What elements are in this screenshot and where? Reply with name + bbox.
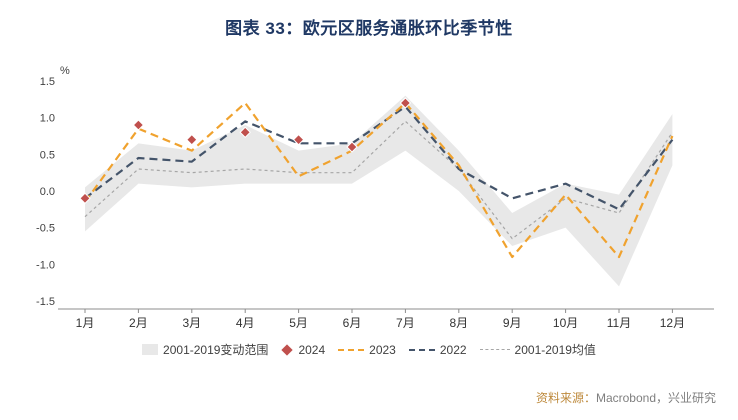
svg-text:%: % xyxy=(60,65,70,77)
chart-legend: 2001-2019变动范围 2024 2023 2022 2001-2019均值 xyxy=(0,341,738,358)
svg-text:2月: 2月 xyxy=(129,316,148,330)
seasonality-line-chart: 1.5 1.0 0.5 0.0 -0.5 -1.0 -1.5% 1月 2月 3月 4月 5月 6月 7月 8… xyxy=(36,65,714,330)
legend-band-label: 2001-2019变动范围 xyxy=(163,343,269,357)
svg-text:11月: 11月 xyxy=(607,316,631,330)
svg-text:10月: 10月 xyxy=(553,316,578,330)
svg-text:1.0: 1.0 xyxy=(40,113,55,125)
legend-2024-label: 2024 xyxy=(298,342,326,357)
svg-text:9月: 9月 xyxy=(503,316,522,330)
source-label: 资料来源： xyxy=(535,391,596,405)
legend-item-2023: 2023 xyxy=(338,343,396,357)
legend-2023-label: 2023 xyxy=(369,342,396,357)
legend-item-mean: 2001-2019均值 xyxy=(479,341,596,358)
svg-text:8月: 8月 xyxy=(449,316,468,330)
legend-item-2022: 2022 xyxy=(408,342,467,357)
page-title: 图表 33：欧元区服务通胀环比季节性 xyxy=(225,19,513,38)
svg-text:-0.5: -0.5 xyxy=(36,223,55,235)
legend-item-band: 2001-2019变动范围 xyxy=(142,341,268,358)
diamond-marker-icon xyxy=(281,343,294,356)
source-text: Macrobond，兴业研究 xyxy=(595,391,716,405)
dashed-line-2023-icon xyxy=(338,348,365,351)
dashed-line-2022-icon xyxy=(408,348,435,351)
svg-text:3月: 3月 xyxy=(182,316,201,330)
legend-2022-label: 2022 xyxy=(439,342,467,357)
svg-text:-1.5: -1.5 xyxy=(36,296,55,308)
svg-text:6月: 6月 xyxy=(343,316,362,330)
svg-text:5月: 5月 xyxy=(289,316,308,330)
svg-text:12月: 12月 xyxy=(660,316,685,330)
svg-text:7月: 7月 xyxy=(396,316,415,330)
svg-text:0.5: 0.5 xyxy=(40,149,55,161)
svg-text:-1.0: -1.0 xyxy=(36,259,55,271)
svg-text:1.5: 1.5 xyxy=(40,76,55,88)
dotted-line-mean-icon xyxy=(479,349,510,350)
svg-text:4月: 4月 xyxy=(236,316,255,330)
source-note: 资料来源：Macrobond，兴业研究 xyxy=(536,389,716,406)
legend-mean-label: 2001-2019均值 xyxy=(514,343,596,357)
svg-text:0.0: 0.0 xyxy=(40,186,55,198)
legend-item-2024: 2024 xyxy=(281,343,325,357)
svg-text:1月: 1月 xyxy=(76,316,95,330)
band-swatch-icon xyxy=(142,344,159,355)
